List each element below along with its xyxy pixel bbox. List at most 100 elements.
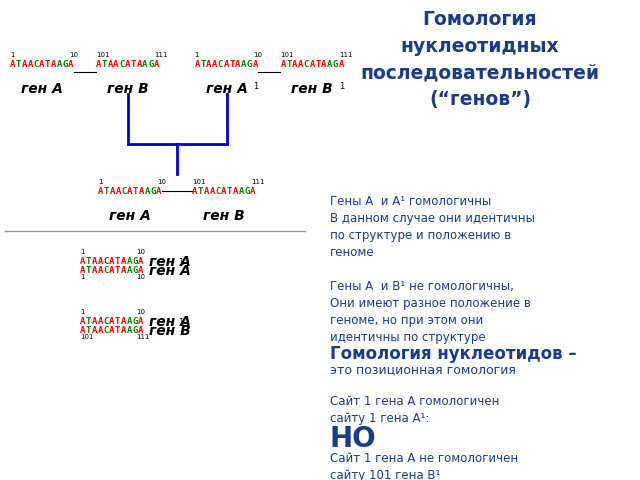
Text: T: T [316, 60, 321, 69]
Text: T: T [115, 266, 120, 275]
Text: ген В: ген В [149, 324, 191, 338]
Text: A: A [109, 317, 115, 326]
Text: 1: 1 [80, 309, 84, 315]
Text: A: A [97, 266, 103, 275]
Text: Гомология
нуклеотидных
последовательностей
(“генов”): Гомология нуклеотидных последовательност… [360, 10, 600, 108]
Text: 111: 111 [339, 52, 353, 58]
Text: A: A [138, 257, 143, 266]
Text: 10: 10 [69, 52, 78, 58]
Text: 10: 10 [157, 179, 166, 185]
Text: A: A [68, 60, 74, 69]
Text: G: G [247, 60, 252, 69]
Text: C: C [122, 187, 127, 196]
Text: T: T [198, 187, 204, 196]
Text: A: A [120, 266, 126, 275]
Text: C: C [103, 317, 109, 326]
Text: A: A [321, 60, 326, 69]
Text: 10: 10 [136, 249, 145, 255]
Text: 1: 1 [80, 274, 84, 280]
Text: A: A [80, 326, 85, 335]
Text: Гены А  и А¹ гомологичны
В данном случае они идентичны
по структуре и положению : Гены А и А¹ гомологичны В данном случае … [330, 195, 535, 259]
Text: A: A [56, 60, 62, 69]
Text: T: T [86, 317, 91, 326]
Text: A: A [145, 187, 150, 196]
Text: A: A [92, 326, 97, 335]
Text: A: A [120, 257, 126, 266]
Text: ген В: ген В [203, 209, 245, 223]
Text: A: A [120, 326, 126, 335]
Text: A: A [109, 266, 115, 275]
Text: A: A [241, 60, 246, 69]
Text: ген А: ген А [149, 315, 191, 329]
Text: A: A [10, 60, 15, 69]
Text: G: G [244, 187, 250, 196]
Text: A: A [138, 317, 143, 326]
Text: T: T [86, 257, 91, 266]
Text: T: T [115, 317, 120, 326]
Text: 1: 1 [80, 249, 84, 255]
Text: A: A [113, 60, 118, 69]
Text: 1: 1 [195, 52, 199, 58]
Text: A: A [138, 326, 143, 335]
Text: A: A [110, 187, 115, 196]
Text: 1: 1 [178, 258, 183, 267]
Text: A: A [309, 60, 315, 69]
Text: A: A [280, 60, 286, 69]
Text: Гомология нуклеотидов –: Гомология нуклеотидов – [330, 345, 577, 363]
Text: A: A [99, 187, 104, 196]
Text: 111: 111 [155, 52, 168, 58]
Text: A: A [108, 60, 113, 69]
Text: C: C [215, 187, 221, 196]
Text: T: T [86, 266, 91, 275]
Text: C: C [303, 60, 309, 69]
Text: C: C [103, 326, 109, 335]
Text: A: A [239, 187, 244, 196]
Text: ген В: ген В [107, 82, 148, 96]
Text: A: A [28, 60, 33, 69]
Text: ген А: ген А [149, 264, 191, 278]
Text: C: C [33, 60, 38, 69]
Text: 1: 1 [253, 82, 259, 91]
Text: 10: 10 [136, 274, 145, 280]
Text: 101: 101 [80, 334, 93, 340]
Text: A: A [223, 60, 229, 69]
Text: C: C [119, 60, 124, 69]
Text: T: T [133, 187, 138, 196]
Text: A: A [253, 60, 258, 69]
Text: 101: 101 [192, 179, 205, 185]
Text: A: A [339, 60, 344, 69]
Text: T: T [200, 60, 206, 69]
Text: 10: 10 [253, 52, 262, 58]
Text: A: A [120, 317, 126, 326]
Text: ген А: ген А [109, 209, 151, 223]
Text: A: A [139, 187, 144, 196]
Text: C: C [218, 60, 223, 69]
Text: 1: 1 [10, 52, 15, 58]
Text: T: T [229, 60, 235, 69]
Text: T: T [115, 257, 120, 266]
Text: A: A [136, 60, 142, 69]
Text: это позиционная гомология: это позиционная гомология [330, 363, 516, 376]
Text: T: T [131, 60, 136, 69]
Text: A: A [109, 326, 115, 335]
Text: A: A [233, 187, 238, 196]
Text: G: G [132, 326, 138, 335]
Text: 111: 111 [251, 179, 264, 185]
Text: T: T [45, 60, 50, 69]
Text: G: G [132, 317, 138, 326]
Text: A: A [97, 257, 103, 266]
Text: A: A [192, 187, 198, 196]
Text: G: G [62, 60, 68, 69]
Text: 1: 1 [178, 318, 183, 327]
Text: A: A [250, 187, 255, 196]
Text: A: A [97, 326, 103, 335]
Text: T: T [115, 326, 120, 335]
Text: A: A [22, 60, 27, 69]
Text: ген А: ген А [21, 82, 63, 96]
Text: A: A [125, 60, 130, 69]
Text: 1: 1 [339, 82, 344, 91]
Text: A: A [142, 60, 148, 69]
Text: ген В: ген В [291, 82, 333, 96]
Text: T: T [227, 187, 232, 196]
Text: A: A [126, 317, 132, 326]
